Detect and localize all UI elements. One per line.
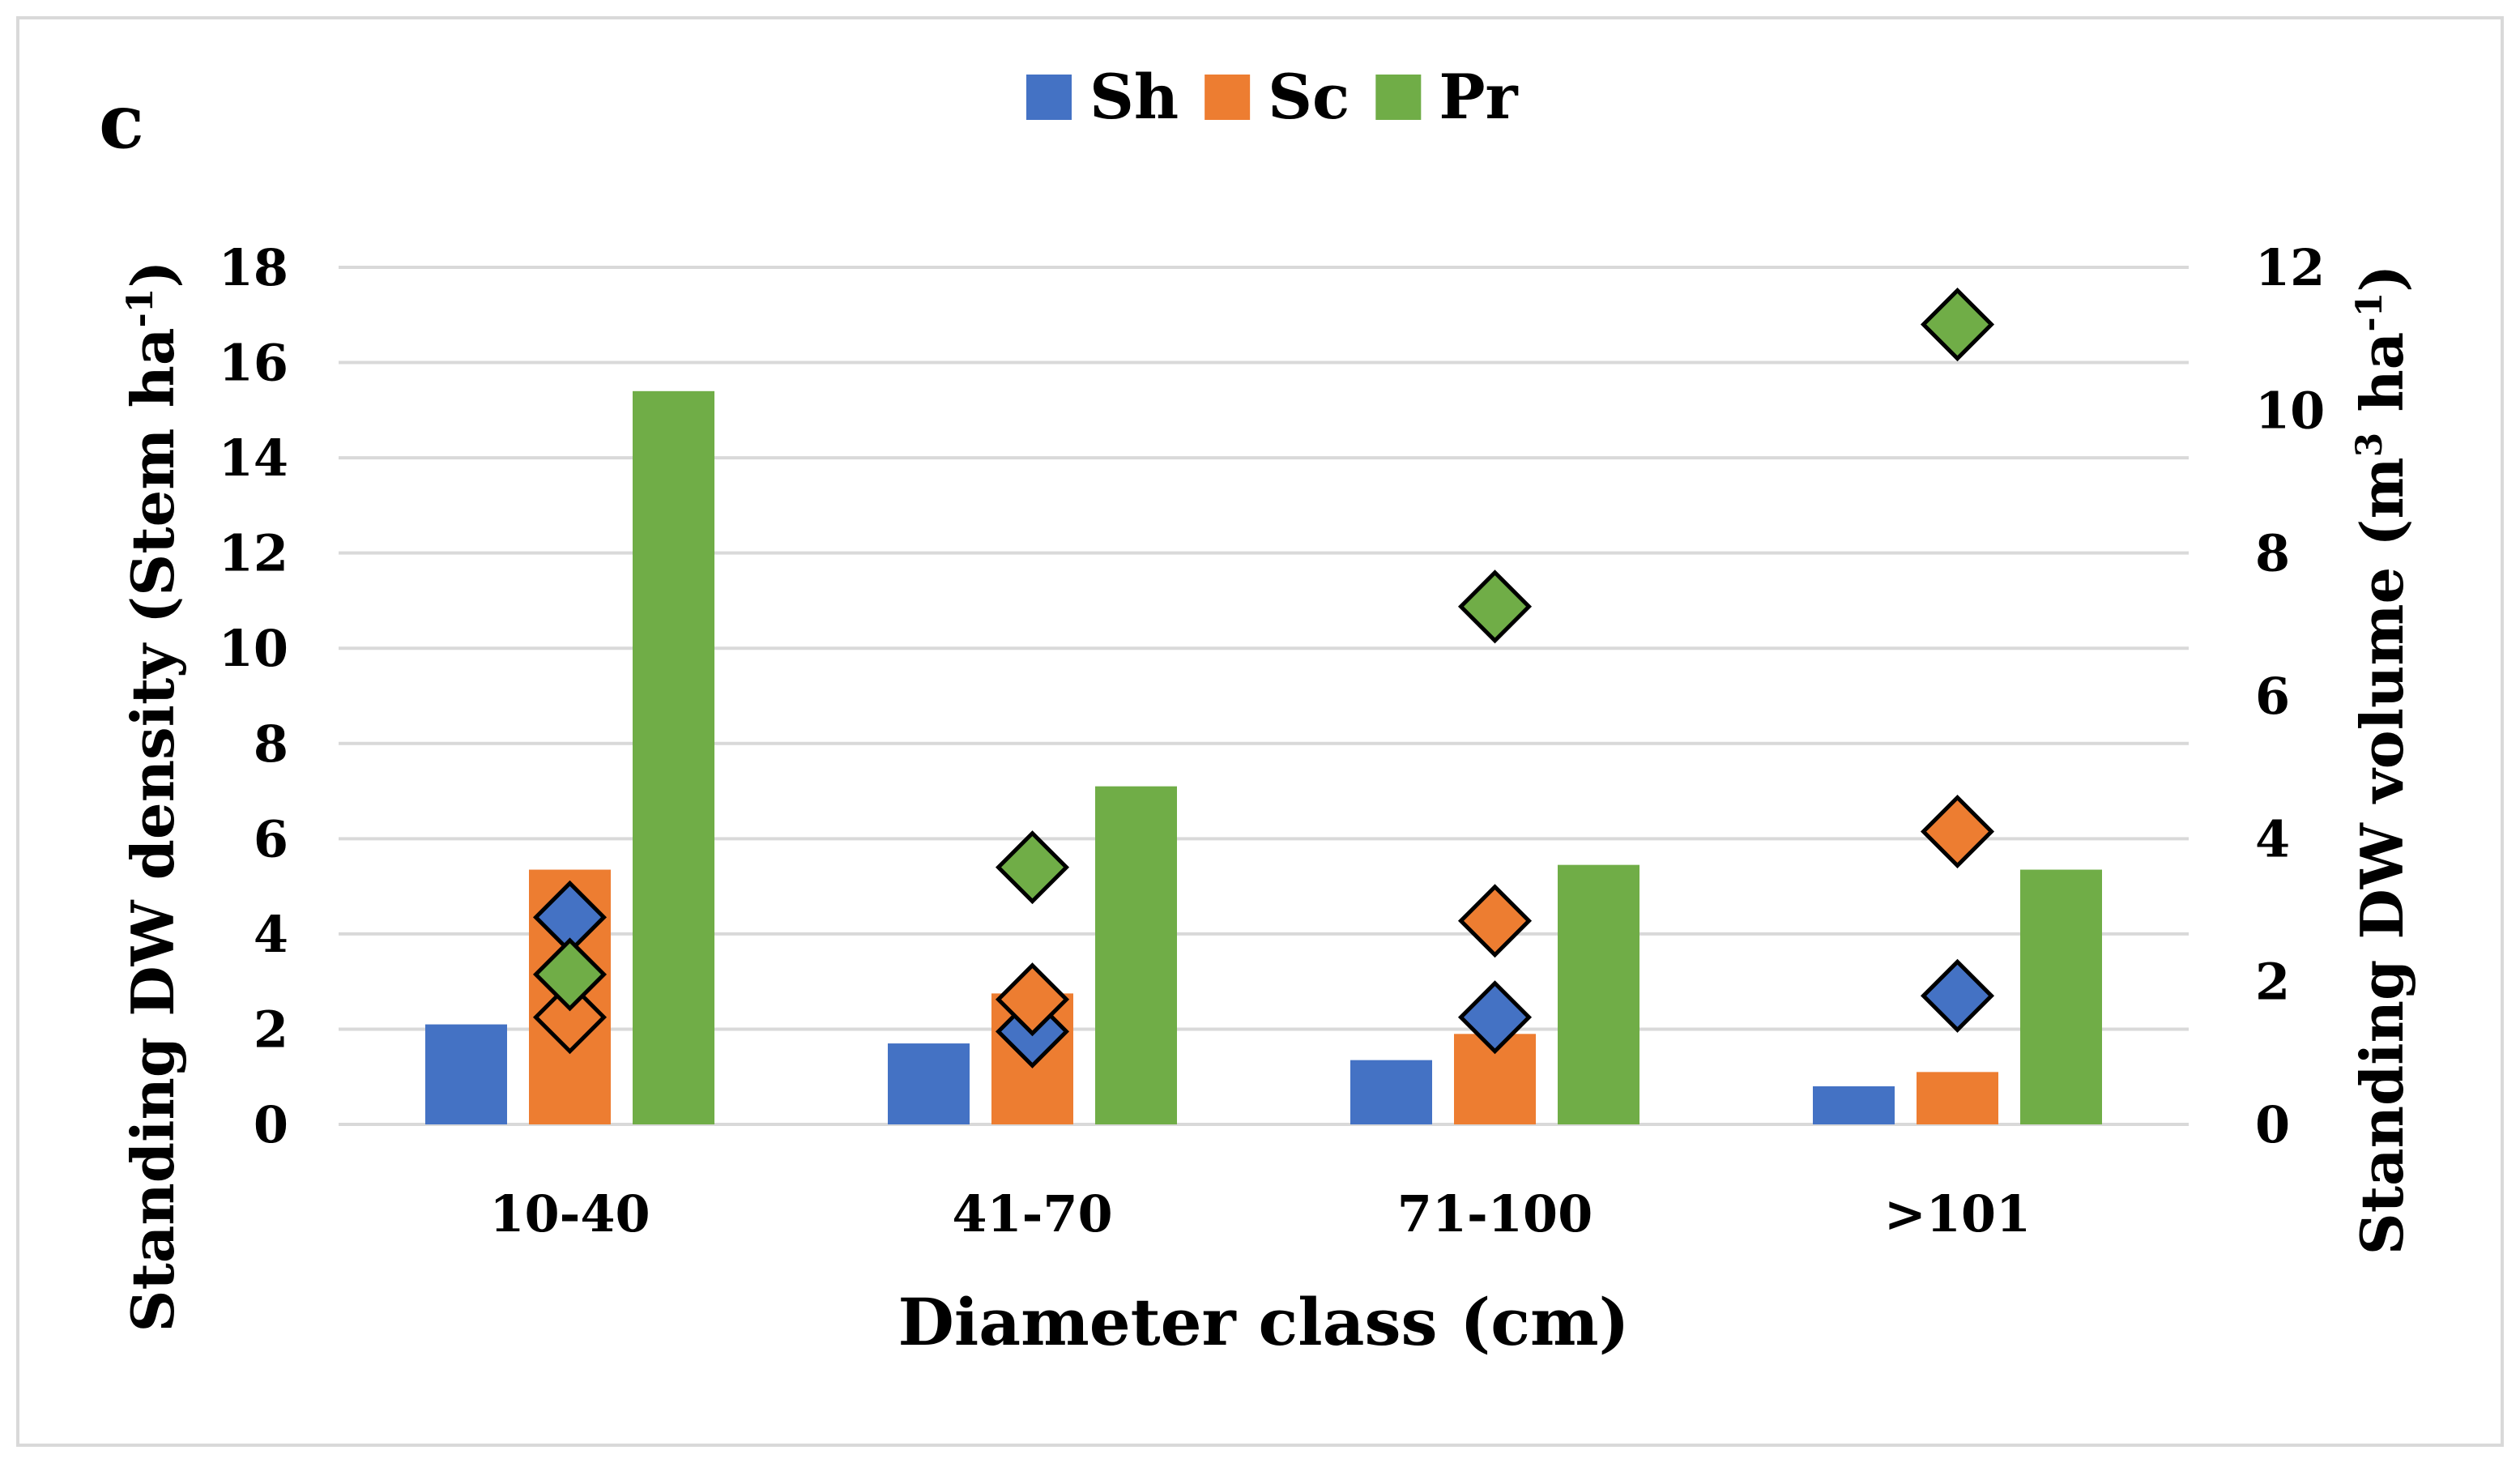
x-tick-41-70: 41-70 xyxy=(952,1184,1112,1243)
legend-swatch-pr xyxy=(1375,75,1422,120)
marker-sh-101 xyxy=(1920,958,1995,1033)
marker-pr-41-70 xyxy=(995,830,1070,905)
legend-swatch-sc xyxy=(1205,75,1251,120)
bar-pr-71-100 xyxy=(1558,864,1639,1124)
y-right-tick-4: 4 xyxy=(2255,809,2290,868)
bar-sh-10-40 xyxy=(425,1024,507,1124)
y-left-tick-10: 10 xyxy=(219,619,288,678)
x-tick-71-100: 71-100 xyxy=(1397,1184,1593,1243)
y-left-tick-12: 12 xyxy=(219,524,288,583)
y-left-tick-16: 16 xyxy=(219,334,288,393)
bar-pr-41-70 xyxy=(1095,786,1177,1124)
markers xyxy=(532,287,1995,1068)
y-left-tick-14: 14 xyxy=(219,429,288,488)
left-axis-ticks: 0 2 4 6 8 10 12 14 16 18 xyxy=(219,238,288,1154)
y-left-tick-18: 18 xyxy=(219,238,288,297)
y-left-tick-0: 0 xyxy=(254,1095,288,1154)
x-axis-ticks: 10-40 41-70 71-100 >101 xyxy=(489,1184,2031,1243)
bar-sh-41-70 xyxy=(888,1043,970,1124)
legend-label-sh: Sh xyxy=(1089,61,1179,133)
y-right-tick-2: 2 xyxy=(2255,953,2290,1012)
marker-sc-10-40 xyxy=(532,980,608,1055)
y-axis-left-title: Standing DW density (Stem ha-1) xyxy=(118,261,187,1333)
legend-label-sc: Sc xyxy=(1268,61,1350,133)
marker-sc-71-100 xyxy=(1457,884,1533,958)
legend-swatch-sh xyxy=(1026,75,1072,120)
y-left-tick-8: 8 xyxy=(254,714,288,774)
panel-label: c xyxy=(99,78,144,165)
y-right-tick-0: 0 xyxy=(2255,1095,2290,1154)
bar-sc-101 xyxy=(1917,1072,1998,1124)
y-left-tick-2: 2 xyxy=(254,1000,288,1059)
right-axis-ticks: 0 2 4 6 8 10 12 xyxy=(2255,238,2325,1154)
y-right-tick-10: 10 xyxy=(2255,381,2325,440)
chart-border xyxy=(16,16,2504,1447)
bar-pr-101 xyxy=(2020,869,2102,1124)
marker-sc-101 xyxy=(1920,794,1995,869)
legend-label-pr: Pr xyxy=(1439,61,1518,133)
y-right-tick-6: 6 xyxy=(2255,667,2290,726)
bar-sh-71-100 xyxy=(1350,1060,1432,1124)
marker-pr-101 xyxy=(1920,287,1995,362)
marker-pr-71-100 xyxy=(1457,569,1533,644)
x-tick-10-40: 10-40 xyxy=(489,1184,650,1243)
y-right-tick-8: 8 xyxy=(2255,524,2290,583)
x-axis-title: Diameter class (cm) xyxy=(898,1284,1630,1360)
bar-sh-101 xyxy=(1813,1086,1895,1124)
y-axis-right-title: Standing DW volume (m3 ha-1) xyxy=(2347,265,2416,1256)
y-left-tick-4: 4 xyxy=(254,905,288,964)
y-left-tick-6: 6 xyxy=(254,809,288,868)
x-tick-101: >101 xyxy=(1884,1184,2031,1243)
marker-pr-10-40 xyxy=(532,937,608,1012)
y-right-tick-12: 12 xyxy=(2255,238,2325,297)
bar-pr-10-40 xyxy=(633,390,714,1124)
legend: Sh Sc Pr xyxy=(1026,61,1518,133)
marker-sc-41-70 xyxy=(995,962,1070,1037)
marker-sh-71-100 xyxy=(1457,980,1533,1055)
